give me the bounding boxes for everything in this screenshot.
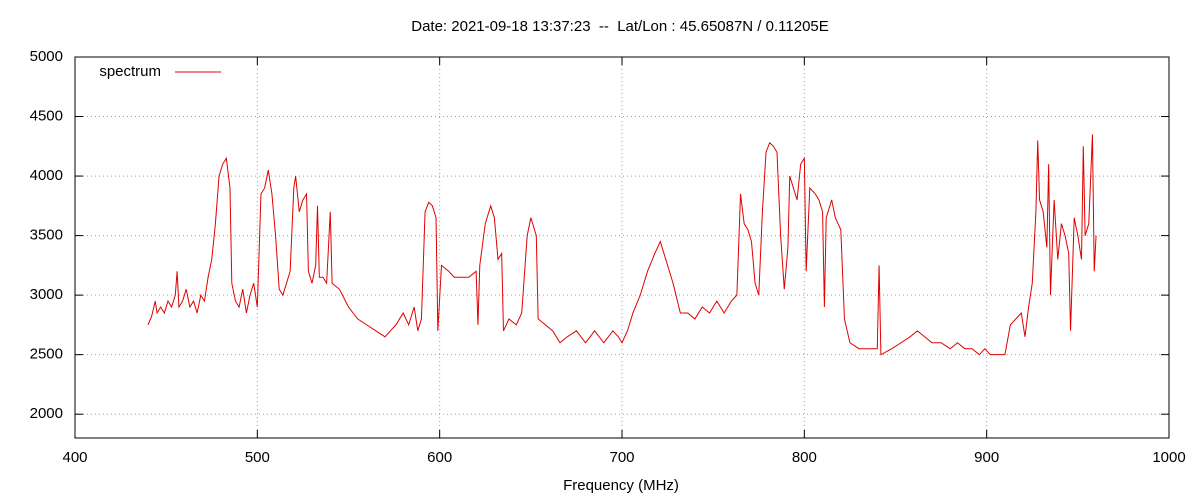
spectrum-line <box>147 134 1097 356</box>
y-tick-label: 3500 <box>30 227 63 244</box>
plot-frame <box>74 56 1170 439</box>
y-tick-label: 2500 <box>30 346 63 363</box>
chart-title: Date: 2021-09-18 13:37:23 -- Lat/Lon : 4… <box>411 18 829 35</box>
x-tick-label: 900 <box>974 449 999 466</box>
legend-label: spectrum <box>99 63 161 80</box>
x-tick-label: 700 <box>609 449 634 466</box>
y-tick-label: 4500 <box>30 108 63 125</box>
x-tick-label: 500 <box>245 449 270 466</box>
y-tick-label: 4000 <box>30 167 63 184</box>
x-tick-label: 1000 <box>1152 449 1185 466</box>
x-tick-label: 400 <box>62 449 87 466</box>
y-tick-label: 5000 <box>30 48 63 65</box>
x-axis-label: Frequency (MHz) <box>563 477 679 494</box>
y-tick-label: 2000 <box>30 405 63 422</box>
y-tick-label: 3000 <box>30 286 63 303</box>
x-tick-label: 800 <box>792 449 817 466</box>
x-tick-label: 600 <box>427 449 452 466</box>
